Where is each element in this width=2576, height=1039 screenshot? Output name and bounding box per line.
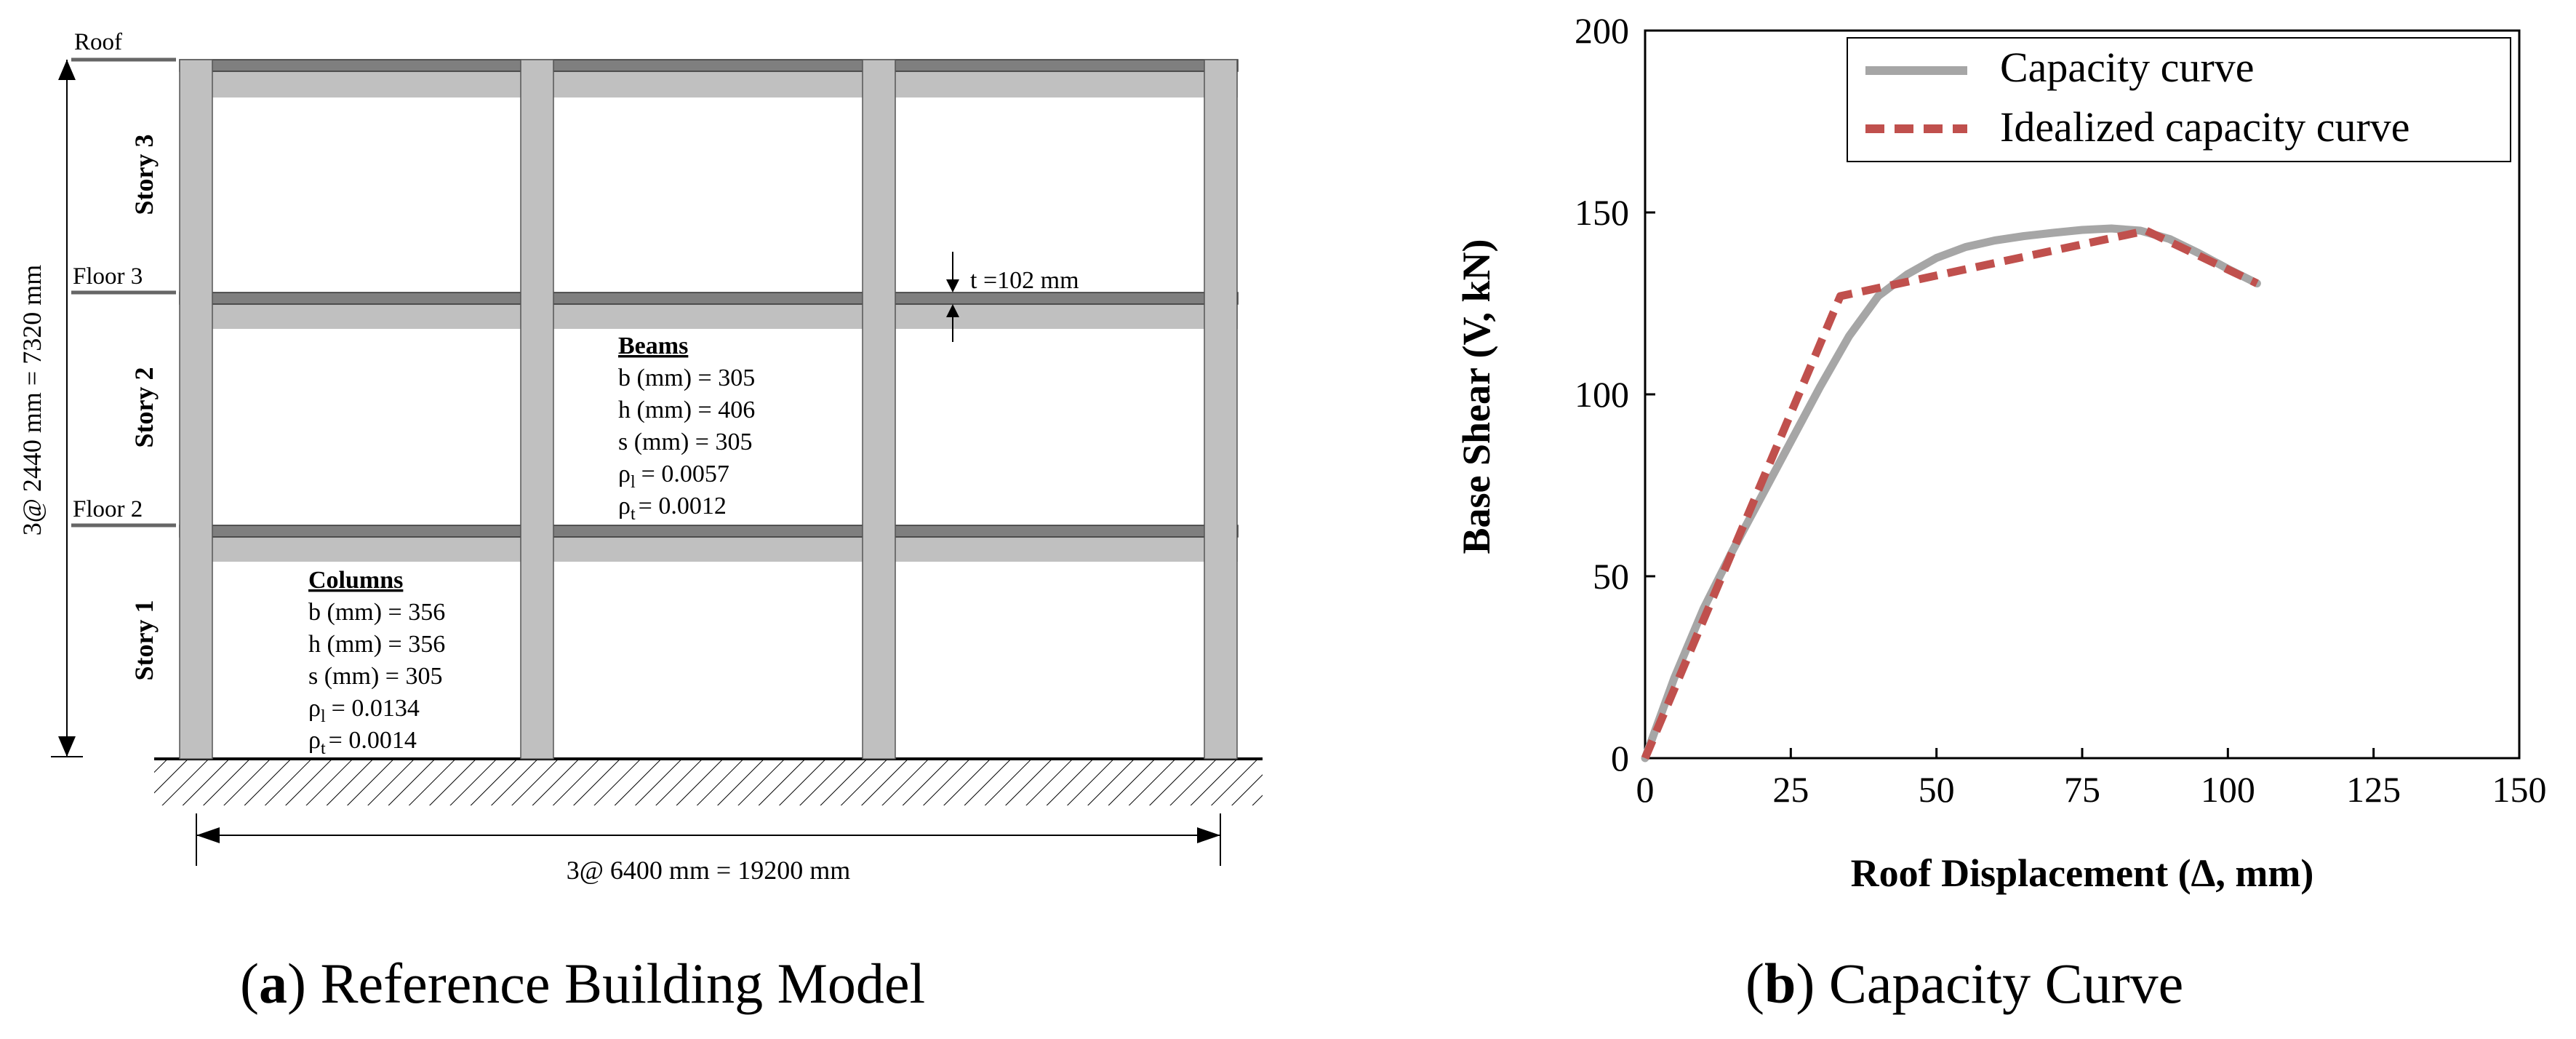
column-properties: Columns b (mm) = 356 h (mm) = 356 s (mm)…	[308, 567, 445, 758]
slab-thickness-annotation: t =102 mm	[946, 252, 1079, 342]
floor2-label: Floor 2	[73, 496, 143, 522]
capacity-curve-panel: 0 25 50 75 100 125 150 0 50 100 150 200 Capacity cu…	[1455, 10, 2547, 1015]
roof-beam	[179, 59, 1239, 72]
column-prop-s: s (mm) = 305	[308, 663, 442, 690]
x-tick-label: 125	[2346, 769, 2401, 810]
x-axis-label: Roof Displacement (Δ, mm)	[1851, 851, 2314, 895]
x-tick-label: 0	[1636, 769, 1655, 810]
y-tick-label: 0	[1611, 738, 1629, 779]
columns	[179, 59, 1238, 760]
column	[1204, 59, 1238, 760]
beam-prop-s: s (mm) = 305	[618, 429, 752, 455]
legend-capacity-label: Capacity curve	[2000, 44, 2254, 91]
series-layer	[1641, 224, 2261, 763]
x-tick-label: 75	[2064, 769, 2100, 810]
legend-box	[1847, 37, 2511, 162]
beam-prop-b: b (mm) = 305	[618, 365, 755, 391]
width-dimension: 3@ 6400 mm = 19200 mm	[196, 813, 1221, 885]
height-dimension: 3@ 2440 mm = 7320 mm	[17, 60, 83, 757]
story-3-label: Story 3	[129, 135, 159, 215]
column	[179, 59, 213, 760]
height-dimension-label: 3@ 2440 mm = 7320 mm	[17, 265, 47, 536]
column-rho-l: ρl = 0.0134	[308, 695, 420, 726]
beam-prop-h: h (mm) = 406	[618, 397, 755, 423]
capacity-curve-line	[1641, 224, 2261, 763]
x-tick-label: 150	[2492, 769, 2547, 810]
y-axis-label: Base Shear (V, kN)	[1455, 239, 1498, 554]
legend-idealized-label: Idealized capacity curve	[2000, 103, 2410, 151]
ground-hatch	[154, 759, 1263, 805]
y-tick-label: 100	[1575, 374, 1629, 415]
story-2-label: Story 2	[129, 367, 159, 448]
floor3-label: Floor 3	[73, 263, 143, 290]
idealized-capacity-curve-line	[1641, 226, 2259, 760]
legend: Capacity curve Idealized capacity curve	[1847, 37, 2511, 162]
column-prop-h: h (mm) = 356	[308, 631, 445, 658]
column-prop-b: b (mm) = 356	[308, 599, 445, 626]
building-model-panel: Roof Floor 3 Floor 2 Story 3 Story 2 Sto…	[17, 29, 1263, 1015]
column	[862, 59, 896, 760]
column	[520, 59, 554, 760]
beam-rho-l: ρl = 0.0057	[618, 461, 729, 492]
caption-b: (b) Capacity Curve	[1745, 952, 2183, 1015]
caption-a: (a) Reference Building Model	[240, 952, 925, 1015]
beam-rho-t: ρt = 0.0012	[618, 493, 727, 524]
floor2-beam	[179, 525, 1239, 538]
beam-properties: Beams b (mm) = 305 h (mm) = 406 s (mm) =…	[618, 333, 755, 524]
y-tick-label: 150	[1575, 192, 1629, 233]
width-dimension-label: 3@ 6400 mm = 19200 mm	[567, 856, 850, 885]
axis-ticks: 0 25 50 75 100 125 150 0 50 100 150 200	[1575, 10, 2547, 810]
roof-label: Roof	[74, 29, 122, 55]
beams-title: Beams	[618, 333, 688, 359]
x-tick-label: 50	[1919, 769, 1955, 810]
column-rho-t: ρt = 0.0014	[308, 727, 417, 758]
story-1-label: Story 1	[129, 600, 159, 681]
x-tick-label: 25	[1772, 769, 1809, 810]
floor-system	[179, 59, 1239, 562]
slab-thickness-label: t =102 mm	[970, 267, 1079, 294]
y-tick-label: 200	[1575, 10, 1629, 51]
floor3-beam	[179, 292, 1239, 305]
x-tick-label: 100	[2201, 769, 2255, 810]
y-tick-label: 50	[1593, 556, 1629, 597]
columns-title: Columns	[308, 567, 403, 594]
